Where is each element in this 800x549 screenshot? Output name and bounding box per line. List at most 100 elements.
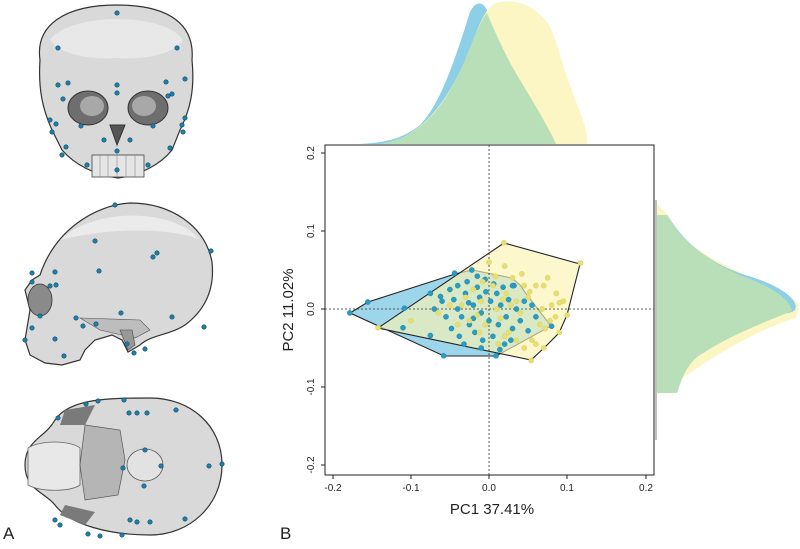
x-tick-label: -0.1 [402,483,420,494]
x-axis-title: PC1 37.41% [450,501,534,518]
data-point [486,317,492,324]
data-point [443,313,449,320]
data-point [525,294,531,301]
data-point [500,296,506,303]
y-tick-label: 0.1 [306,224,317,238]
data-point [503,290,510,297]
y-axis-title: PC2 11.02% [280,268,297,351]
data-point [525,327,531,334]
data-point [470,286,477,293]
data-point [495,341,502,347]
y-tick-label: 0.0 [306,302,317,316]
data-point [505,329,512,336]
data-point [509,274,516,281]
y-axis [321,152,325,466]
data-point [503,313,510,320]
data-point [564,312,571,319]
data-point [519,271,525,277]
data-point [427,332,434,339]
data-point [476,329,483,336]
y-tick-label: 0.2 [306,146,317,160]
y-tick-label: -0.1 [306,378,317,396]
data-point [486,259,492,266]
data-point [447,286,453,293]
data-point [462,294,469,301]
data-point [513,337,520,344]
data-point [492,273,499,280]
data-point [540,345,547,351]
data-point [466,317,473,324]
x-tick-label: 0.1 [560,483,574,494]
data-point [521,282,528,289]
x-tick-label: 0.2 [639,483,653,494]
data-point [472,329,478,336]
data-point [501,263,508,269]
data-point [501,341,508,347]
data-point [533,313,539,320]
data-point [521,345,528,351]
data-point [454,282,461,289]
data-point [375,324,381,331]
panel-label-a: A [3,524,15,543]
data-point [464,278,470,285]
x-tick-label: 0.0 [482,483,496,494]
data-point [529,337,535,344]
data-point [346,310,353,316]
right-marginal-density [655,200,799,440]
data-point [468,267,475,273]
data-point [509,325,516,332]
data-point [400,324,406,331]
data-point [437,293,444,300]
data-point [435,310,442,316]
data-point [548,323,555,330]
data-point [483,288,489,295]
data-point [407,317,414,324]
data-point [521,298,528,305]
data-point [540,282,547,289]
data-point [553,290,560,297]
data-point [517,317,524,324]
data-point [431,306,438,312]
data-point [556,329,563,336]
data-point [508,302,514,308]
data-point [529,302,535,308]
data-point [439,298,445,305]
data-point [500,284,506,291]
data-point [401,305,408,312]
data-point [513,298,520,305]
data-point [517,310,524,316]
data-point [501,333,508,340]
skull-basal-view [24,397,225,539]
data-point [548,302,555,308]
data-point [495,321,502,328]
data-point [478,298,485,305]
data-point [470,302,477,308]
data-point [461,341,467,347]
data-point [526,288,533,295]
data-point [440,352,447,359]
data-point [458,313,465,320]
data-point [487,298,494,305]
data-point [577,260,584,266]
skull-frontal-view [38,4,194,179]
data-point [490,282,496,289]
data-point [456,333,463,340]
data-point [493,352,499,359]
data-point [547,317,553,324]
data-point [479,278,486,285]
data-point [454,321,461,328]
data-point [505,296,512,303]
data-point [552,313,559,320]
data-point [560,298,567,305]
data-point [490,333,496,340]
data-point [448,325,455,332]
data-point [474,273,481,280]
data-point [451,270,458,276]
data-point [544,274,551,281]
points-group-blue [346,267,555,359]
data-point [497,302,504,308]
data-point [528,357,535,364]
data-point [493,306,500,312]
data-point [509,282,516,289]
